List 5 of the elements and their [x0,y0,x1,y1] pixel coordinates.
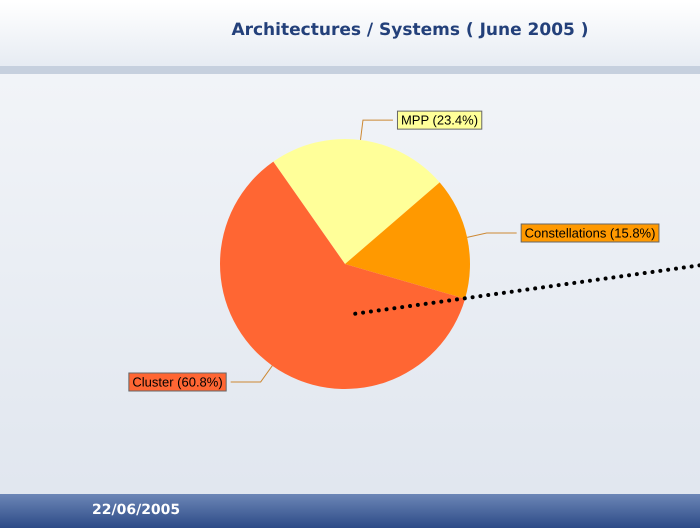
slice-label: Constellations (15.8%) [524,226,656,241]
slice-label: Cluster (60.8%) [132,374,223,390]
text: 22/06/2005 [92,502,180,518]
chart-title: Architectures / Systems ( June 2005 ) [230,20,590,40]
slice-label: MPP (23.4%) [400,112,478,128]
